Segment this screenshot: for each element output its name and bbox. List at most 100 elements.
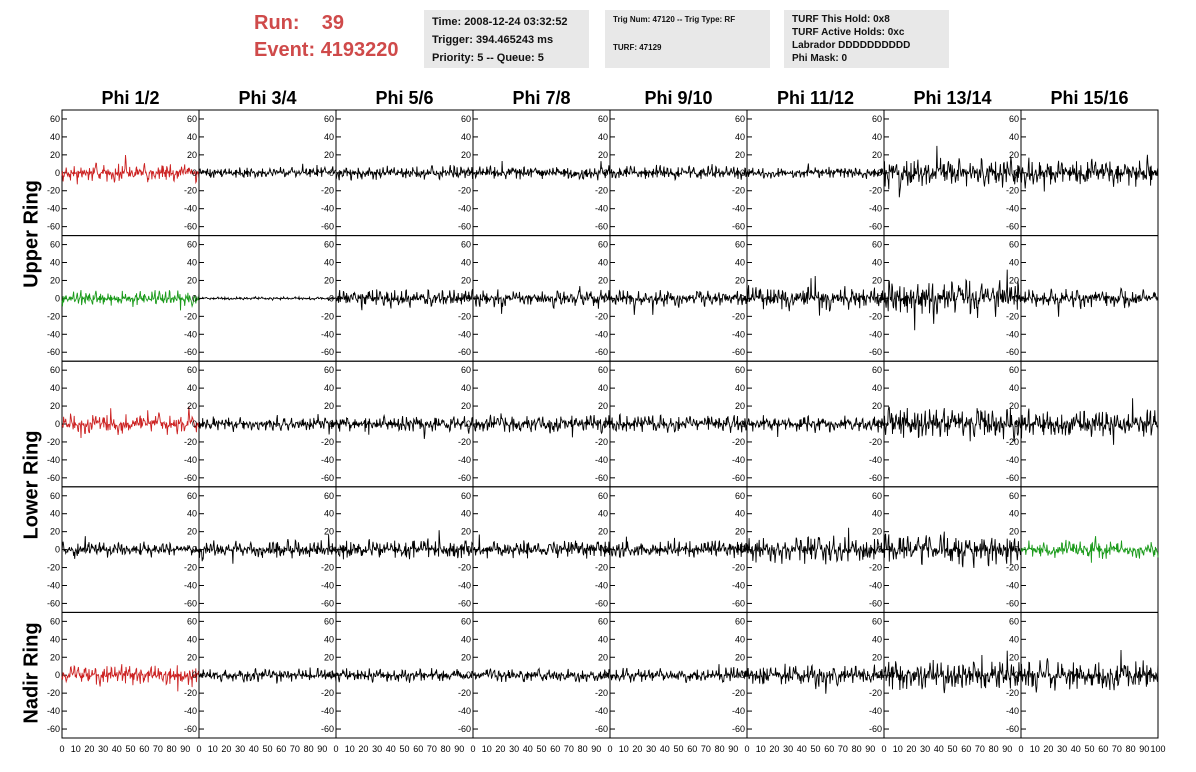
y-tick-label: 20	[735, 401, 745, 411]
y-tick-label: -40	[1006, 455, 1019, 465]
y-tick-label: 20	[1009, 527, 1019, 537]
y-tick-label: 40	[50, 383, 60, 393]
x-tick-label: 70	[838, 744, 848, 754]
y-tick-label: 20	[598, 401, 608, 411]
x-tick-label: 60	[1098, 744, 1108, 754]
waveform-panel: 60 40 20 0 -20 -40 -60	[458, 611, 611, 739]
y-tick-label: 60	[461, 240, 471, 250]
x-tick-label: 0	[470, 744, 475, 754]
waveform-line	[609, 664, 748, 684]
y-tick-label: 60	[50, 240, 60, 250]
y-tick-label: 20	[50, 652, 60, 662]
x-tick-label: 60	[824, 744, 834, 754]
y-tick-label: 40	[872, 132, 882, 142]
waveform-line	[198, 667, 337, 684]
y-tick-label: 20	[50, 401, 60, 411]
y-tick-label: 20	[50, 275, 60, 285]
x-tick-label: 90	[1139, 744, 1149, 754]
y-tick-label: 40	[324, 258, 334, 268]
x-tick-label: 80	[715, 744, 725, 754]
y-tick-label: 0	[329, 545, 334, 555]
waveform-panel: 60 40 20 0 -20 -40 -60	[1006, 109, 1159, 237]
x-tick-label: 60	[139, 744, 149, 754]
y-tick-label: 20	[187, 401, 197, 411]
waveform-panel: 60 40 20 0 -20 -40 -60	[595, 109, 748, 237]
y-tick-label: 40	[1009, 383, 1019, 393]
x-tick-label: 40	[797, 744, 807, 754]
y-tick-label: 0	[877, 419, 882, 429]
waveform-panel: 60 40 20 0 -20 -40 -60	[184, 360, 337, 488]
y-tick-label: -60	[1006, 598, 1019, 608]
y-tick-label: 60	[598, 616, 608, 626]
waveform-line	[335, 530, 474, 560]
y-tick-label: 20	[872, 275, 882, 285]
y-tick-label: 40	[735, 383, 745, 393]
waveform-line	[198, 163, 337, 180]
waveform-line	[1020, 398, 1159, 445]
waveform-line	[335, 413, 474, 439]
y-tick-label: -20	[869, 563, 882, 573]
y-tick-label: 60	[1009, 114, 1019, 124]
y-tick-label: -60	[595, 347, 608, 357]
waveform-panel: 60 40 20 0 -20 -40 -60	[321, 611, 474, 739]
waveform-panel: 60 40 20 0 -20 -40 -60	[458, 109, 611, 237]
y-tick-label: 20	[324, 527, 334, 537]
x-tick-label: 70	[427, 744, 437, 754]
y-tick-label: 0	[740, 545, 745, 555]
y-tick-label: 60	[872, 616, 882, 626]
y-tick-label: -20	[595, 311, 608, 321]
y-tick-label: 0	[1014, 670, 1019, 680]
y-tick-label: 40	[735, 634, 745, 644]
y-tick-label: 40	[872, 634, 882, 644]
y-tick-label: -40	[869, 455, 882, 465]
y-tick-label: 40	[1009, 634, 1019, 644]
y-tick-label: 40	[324, 383, 334, 393]
y-tick-label: 40	[461, 509, 471, 519]
y-tick-label: 0	[877, 293, 882, 303]
y-tick-label: 20	[1009, 652, 1019, 662]
y-tick-label: 0	[877, 670, 882, 680]
waveform-panel: 60 40 20 0 -20 -40 -60	[184, 109, 337, 237]
y-tick-label: -20	[321, 437, 334, 447]
y-tick-label: -40	[732, 706, 745, 716]
time-text: Time: 2008-12-24 03:32:52	[432, 16, 568, 28]
x-tick-label: 80	[852, 744, 862, 754]
waveform-panel: 60 40 20 0 -20 -40 -60	[732, 109, 885, 237]
x-tick-label: 0	[881, 744, 886, 754]
y-tick-label: -20	[184, 186, 197, 196]
y-tick-label: -20	[732, 688, 745, 698]
y-tick-label: -20	[321, 311, 334, 321]
y-tick-label: -40	[595, 455, 608, 465]
x-tick-label: 80	[1126, 744, 1136, 754]
waveform-panel: 60 40 20 0 -20 -40 -60	[869, 360, 1022, 488]
y-tick-label: 40	[598, 258, 608, 268]
y-tick-label: -20	[184, 437, 197, 447]
y-tick-label: 0	[55, 545, 60, 555]
y-tick-label: 40	[50, 509, 60, 519]
y-tick-label: 60	[50, 365, 60, 375]
y-tick-label: 40	[872, 383, 882, 393]
y-tick-label: -40	[869, 329, 882, 339]
y-tick-label: -60	[47, 724, 60, 734]
y-tick-label: 40	[461, 634, 471, 644]
y-tick-label: -40	[458, 204, 471, 214]
y-tick-label: 0	[740, 670, 745, 680]
y-tick-label: -20	[458, 437, 471, 447]
y-tick-label: -40	[184, 580, 197, 590]
y-tick-label: 40	[187, 509, 197, 519]
y-tick-label: 0	[1014, 419, 1019, 429]
waveform-panel: 60 40 20 0 -20 -40 -60	[732, 611, 885, 739]
x-tick-label: 20	[84, 744, 94, 754]
y-tick-label: 0	[192, 168, 197, 178]
waveform-panel: 60 40 20 0 -20 -40 -60	[458, 235, 611, 362]
y-tick-label: 60	[735, 616, 745, 626]
x-tick-label: 40	[249, 744, 259, 754]
x-tick-label: 90	[1002, 744, 1012, 754]
x-tick-label: 100	[1150, 744, 1165, 754]
x-tick-label: 40	[934, 744, 944, 754]
waveform-line	[335, 667, 474, 683]
y-tick-label: -60	[458, 347, 471, 357]
waveform-panel: 60 40 20 0 -20 -40 -60	[458, 360, 611, 488]
col-head-phi-7-8: Phi 7/8	[512, 88, 571, 108]
y-tick-label: 20	[872, 150, 882, 160]
